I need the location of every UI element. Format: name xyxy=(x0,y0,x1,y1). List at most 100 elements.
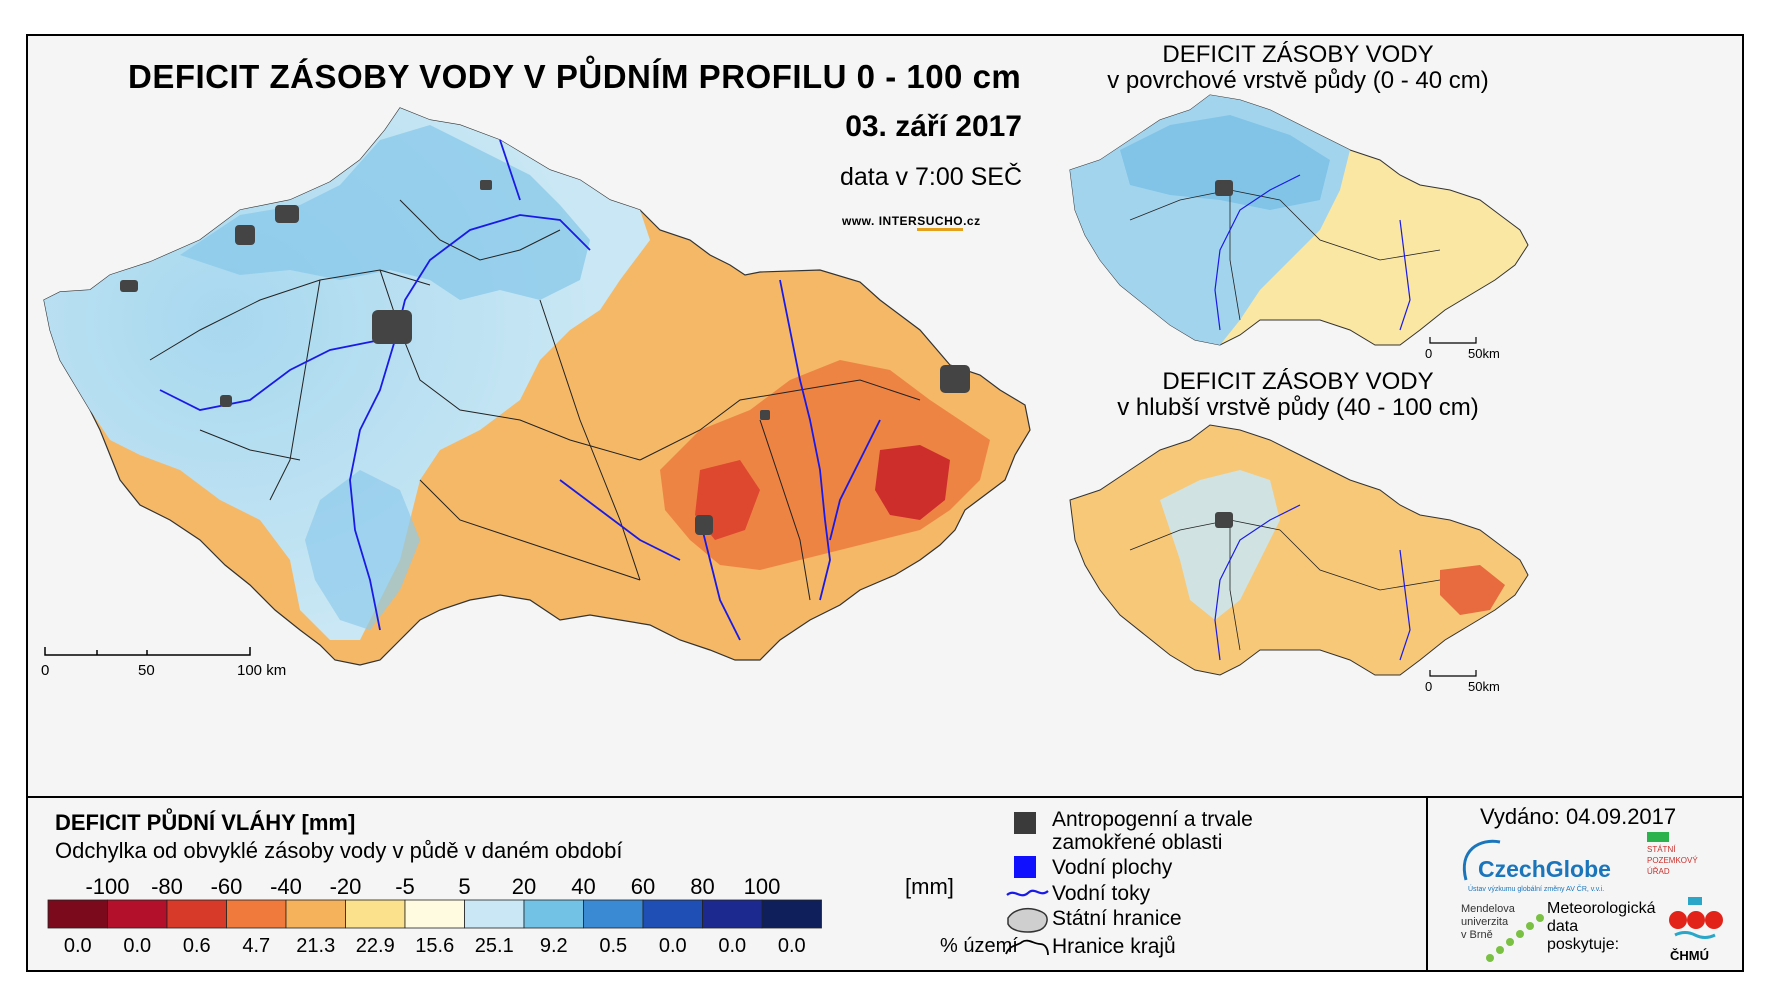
legend-swatch-6 xyxy=(404,899,465,929)
legend-percent-label: 0.0 xyxy=(658,935,687,957)
legend-tick-label: -5 xyxy=(395,874,415,899)
legend-swatch-8 xyxy=(523,899,584,929)
legend-swatch-9 xyxy=(583,899,644,929)
inset-bottom-scale-bar xyxy=(1429,670,1477,677)
legend-title: DEFICIT PŮDNÍ VLÁHY [mm] xyxy=(55,810,356,835)
inset-bottom-title-2: v hlubší vrstvě půdy (40 - 100 cm) xyxy=(1117,394,1479,421)
legend-state-border-label: Státní hranice xyxy=(1052,907,1182,930)
legend-tick-label: 80 xyxy=(690,874,715,899)
website-link[interactable]: www. INTERSUCHO.cz xyxy=(842,214,981,231)
legend-tick-label: -100 xyxy=(85,874,130,899)
legend-tick-label: 100 xyxy=(743,874,781,899)
legend-river-symbol xyxy=(1006,889,1049,897)
chmu-logo-icon xyxy=(1669,897,1723,939)
legend-colorbar xyxy=(47,899,822,929)
legend-percent-label: 0.0 xyxy=(777,935,806,957)
legend-water-swatch xyxy=(1014,856,1036,878)
legend-tick-label: -40 xyxy=(270,874,302,899)
mendel-line-3: v Brně xyxy=(1461,929,1493,941)
met-data-text: Meteorologická data poskytuje: xyxy=(1547,900,1656,954)
legend-pct-unit: % území xyxy=(940,935,1018,957)
legend-percent-label: 21.3 xyxy=(296,935,336,957)
chmu-logo-text: ČHMÚ xyxy=(1670,948,1709,963)
legend-swatch-10 xyxy=(642,899,703,929)
inset-top-title-2: v povrchové vrstvě půdy (0 - 40 cm) xyxy=(1107,67,1489,94)
urban-areas xyxy=(120,180,970,535)
legend-percent-label: 25.1 xyxy=(474,935,514,957)
spu-logo-text: STÁTNÍ POZEMKOVÝ ÚŘAD xyxy=(1647,844,1698,877)
inset-bottom-urban xyxy=(1215,512,1233,528)
inset-top-borders xyxy=(1129,189,1441,321)
legend-tick-label: 60 xyxy=(630,874,656,899)
data-time: data v 7:00 SEČ xyxy=(839,163,1022,191)
driest-core xyxy=(875,445,950,520)
legend-percent-label: 0.0 xyxy=(718,935,747,957)
wet-core-south xyxy=(305,470,420,630)
main-scale-label-100: 100 km xyxy=(237,662,287,679)
spu-line-2: POZEMKOVÝ xyxy=(1647,856,1698,865)
inset-top-map xyxy=(1069,94,1529,346)
legend-swatch-2 xyxy=(166,899,227,929)
issued-divider xyxy=(1426,796,1428,972)
mendel-line-1: Mendelova xyxy=(1461,903,1515,915)
met-line-1: Meteorologická xyxy=(1547,900,1656,917)
legend-percent-label: 0.0 xyxy=(123,935,152,957)
legend-region-border-label: Hranice krajů xyxy=(1052,935,1176,958)
legend-subtitle: Odchylka od obvyklé zásoby vody v půdě v… xyxy=(55,838,623,863)
legend-percent-label: 0.6 xyxy=(182,935,211,957)
legend-water-label: Vodní plochy xyxy=(1052,856,1173,879)
main-scale-bar xyxy=(44,647,251,656)
czechglobe-logo-subtext: Ústav výzkumu globální změny AV ČR, v.v.… xyxy=(1468,886,1605,893)
legend-tick-label: 5 xyxy=(458,874,471,899)
legend-percent-label: 9.2 xyxy=(539,935,568,957)
website-suffix: .cz xyxy=(963,214,981,228)
main-scale-label-0: 0 xyxy=(41,662,50,679)
legend-swatch-1 xyxy=(107,899,168,929)
legend-river-label: Vodní toky xyxy=(1052,882,1151,905)
inset-bottom-dry xyxy=(1440,565,1505,615)
legend-swatch-7 xyxy=(464,899,525,929)
inset-top-scale-bar xyxy=(1429,337,1477,344)
legend-percent-label: 15.6 xyxy=(415,935,455,957)
legend-tick-label: -80 xyxy=(151,874,183,899)
met-line-3: poskytuje: xyxy=(1547,936,1620,953)
legend-state-border-symbol xyxy=(1007,907,1048,933)
mendel-line-2: univerzita xyxy=(1461,916,1509,928)
legend-anthropogenic-swatch xyxy=(1014,812,1036,834)
inset-bottom-title-1: DEFICIT ZÁSOBY VODY xyxy=(1162,368,1434,395)
legend-tick-label: -60 xyxy=(210,874,243,899)
website-highlight: SUCHO xyxy=(917,214,964,231)
czechglobe-logo-text: CzechGlobe xyxy=(1478,856,1611,882)
legend-unit: [mm] xyxy=(905,874,954,899)
legend-percent-label: 0.5 xyxy=(599,935,628,957)
legend-percent-label: 22.9 xyxy=(355,935,395,957)
mendel-logo-icon xyxy=(1486,914,1544,962)
main-title: DEFICIT ZÁSOBY VODY V PŮDNÍM PROFILU 0 -… xyxy=(128,58,1022,95)
legend-swatch-11 xyxy=(702,899,763,929)
legend-region-border-symbol xyxy=(1005,939,1049,956)
main-map xyxy=(43,107,1031,666)
inset-top-scale-50: 50km xyxy=(1468,346,1500,361)
spu-line-1: STÁTNÍ xyxy=(1647,845,1676,854)
inset-top-scale-0: 0 xyxy=(1425,346,1433,361)
spu-logo-icon xyxy=(1647,832,1669,842)
website-prefix: www. INTER xyxy=(842,214,918,228)
legend-anthropogenic-label: Antropogenní a trvale xyxy=(1052,808,1253,831)
wet-core-north xyxy=(180,125,590,300)
legend-swatch-0 xyxy=(47,899,108,929)
legend-percent-label: 4.7 xyxy=(242,935,271,957)
legend-tick-label: 40 xyxy=(571,874,596,899)
legend-tick-label: -20 xyxy=(329,874,362,899)
map-date: 03. září 2017 xyxy=(845,110,1022,143)
inset-top-rivers xyxy=(1214,174,1411,331)
met-line-2: data xyxy=(1547,918,1579,935)
spu-line-3: ÚŘAD xyxy=(1647,867,1670,876)
legend-swatch-4 xyxy=(285,899,346,929)
legend-percent-label: 0.0 xyxy=(63,935,92,957)
inset-bottom-map xyxy=(1069,424,1529,677)
legend-divider xyxy=(26,796,1744,798)
legend-tick-label: 20 xyxy=(511,874,537,899)
inset-bottom-borders xyxy=(1129,519,1441,651)
issued-date: Vydáno: 04.09.2017 xyxy=(1480,804,1677,829)
